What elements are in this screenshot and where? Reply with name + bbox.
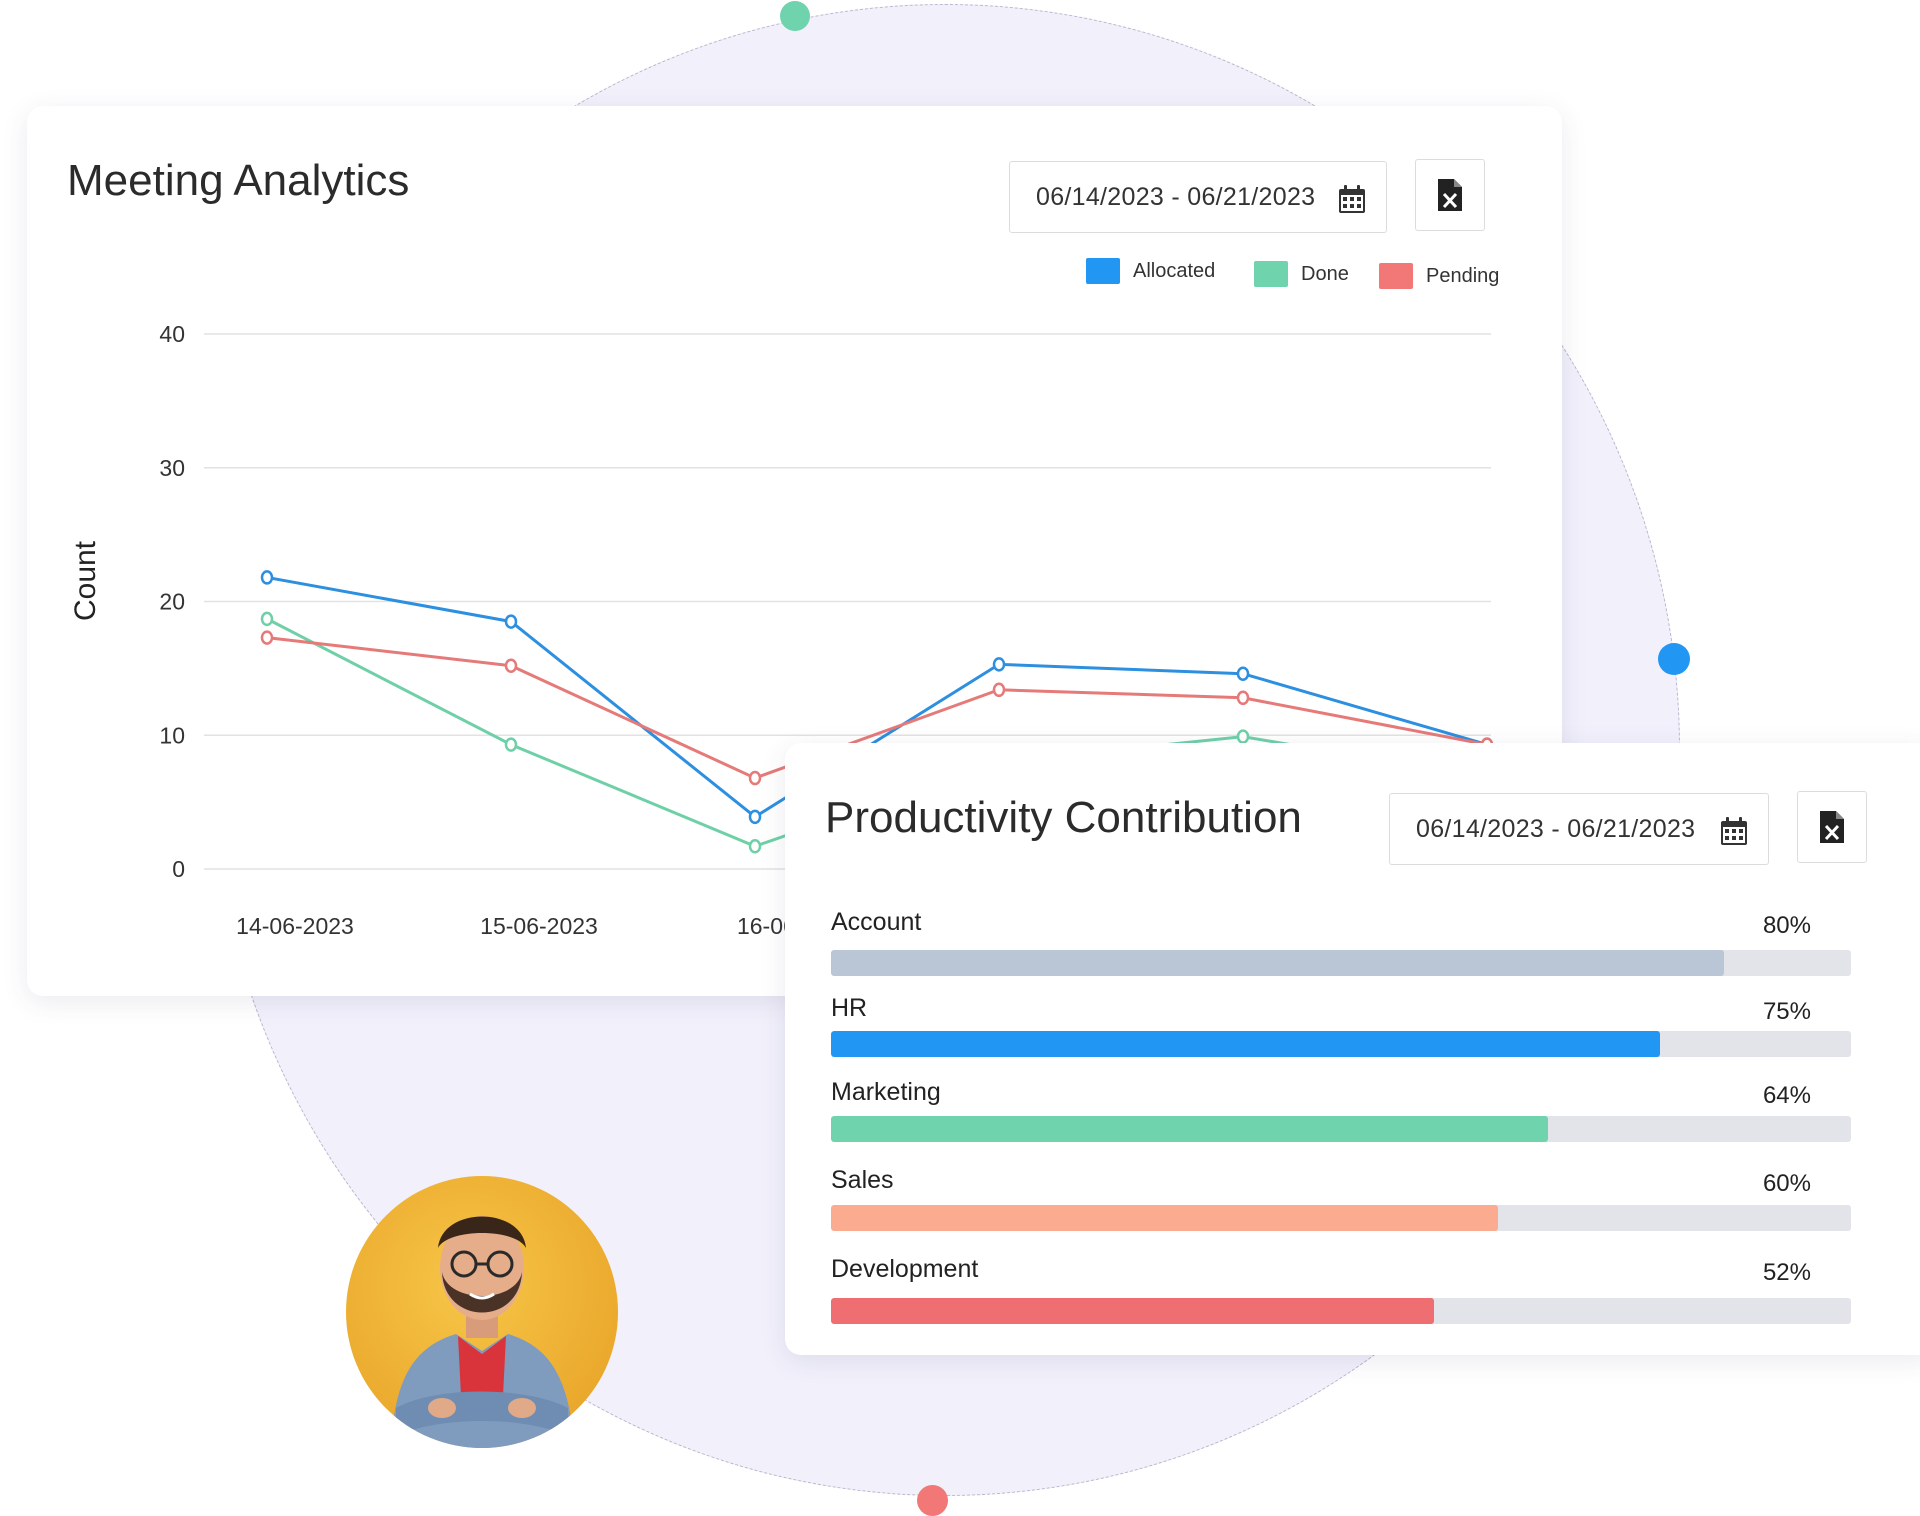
department-label: Development	[831, 1255, 979, 1283]
progress-track	[831, 1205, 1851, 1231]
data-point-allocated	[504, 614, 518, 629]
legend-swatch-pending	[1379, 263, 1413, 289]
data-point-pending	[1236, 690, 1250, 706]
department-percent: 64%	[1762, 1082, 1811, 1109]
legend-swatch-allocated	[1086, 258, 1120, 284]
data-point-done	[748, 839, 762, 854]
department-percent: 80%	[1762, 912, 1811, 939]
data-point-pending	[748, 770, 762, 786]
excel-file-icon	[1820, 811, 1844, 843]
progress-track	[831, 1031, 1851, 1057]
data-point-done	[260, 611, 274, 627]
data-point-done	[504, 737, 518, 752]
series-line-allocated	[266, 575, 1488, 819]
progress-fill-account	[831, 950, 1724, 976]
progress-fill-sales	[831, 1205, 1499, 1231]
export-excel-button[interactable]	[1797, 791, 1867, 863]
decorative-dot-green	[780, 1, 810, 31]
y-tick-label: 0	[172, 856, 185, 882]
meeting-date-range-picker[interactable]: 06/14/2023 - 06/21/2023	[1009, 161, 1387, 233]
department-label: Sales	[831, 1166, 894, 1194]
progress-fill-development	[831, 1298, 1434, 1324]
legend-label-pending: Pending	[1426, 264, 1500, 287]
meeting-analytics-title: Meeting Analytics	[67, 156, 410, 205]
legend-swatch-done	[1254, 261, 1288, 287]
data-point-allocated	[992, 657, 1006, 672]
legend-label-done: Done	[1301, 262, 1349, 285]
x-tick-label: 14-06-2023	[236, 913, 354, 939]
meeting-date-range-text: 06/14/2023 - 06/21/2023	[1036, 182, 1316, 211]
data-point-pending	[260, 630, 274, 645]
user-avatar	[346, 1176, 618, 1448]
department-percent: 60%	[1762, 1170, 1811, 1197]
progress-track	[831, 1298, 1851, 1324]
productivity-contribution-card: Productivity Contribution 06/14/2023 - 0…	[785, 743, 1920, 1355]
legend-item-allocated[interactable]: Allocated	[1086, 258, 1215, 284]
decorative-dot-blue	[1658, 643, 1690, 675]
data-point-pending	[992, 682, 1006, 698]
export-excel-button[interactable]	[1415, 159, 1485, 231]
y-tick-label: 40	[159, 321, 185, 347]
data-point-allocated	[748, 809, 762, 825]
legend-item-done[interactable]: Done	[1254, 261, 1349, 287]
decorative-dot-red	[917, 1485, 948, 1516]
calendar-icon[interactable]	[1338, 184, 1366, 214]
data-point-pending	[504, 658, 518, 673]
department-label: Account	[831, 908, 922, 936]
y-axis-label: Count	[69, 540, 102, 621]
excel-file-icon	[1438, 179, 1462, 211]
department-label: Marketing	[831, 1078, 941, 1106]
productivity-title: Productivity Contribution	[825, 793, 1302, 842]
y-tick-label: 30	[159, 455, 185, 481]
user-avatar-photo	[346, 1176, 618, 1448]
data-point-allocated	[1236, 666, 1250, 681]
y-tick-label: 10	[159, 722, 185, 748]
data-point-done	[1236, 729, 1250, 744]
progress-track	[831, 1116, 1851, 1142]
legend-label-allocated: Allocated	[1133, 259, 1216, 282]
calendar-icon[interactable]	[1720, 816, 1748, 846]
productivity-date-range-text: 06/14/2023 - 06/21/2023	[1416, 814, 1696, 843]
progress-fill-hr	[831, 1031, 1661, 1057]
department-percent: 52%	[1762, 1259, 1811, 1286]
department-label: HR	[831, 994, 868, 1022]
productivity-date-range-picker[interactable]: 06/14/2023 - 06/21/2023	[1389, 793, 1769, 865]
department-percent: 75%	[1762, 998, 1811, 1025]
progress-fill-marketing	[831, 1116, 1549, 1142]
legend-item-pending[interactable]: Pending	[1379, 263, 1499, 289]
data-point-allocated	[260, 570, 274, 585]
x-tick-label: 15-06-2023	[480, 913, 598, 939]
series-line-pending	[266, 636, 1488, 780]
progress-track	[831, 950, 1851, 976]
y-tick-label: 20	[159, 589, 185, 615]
